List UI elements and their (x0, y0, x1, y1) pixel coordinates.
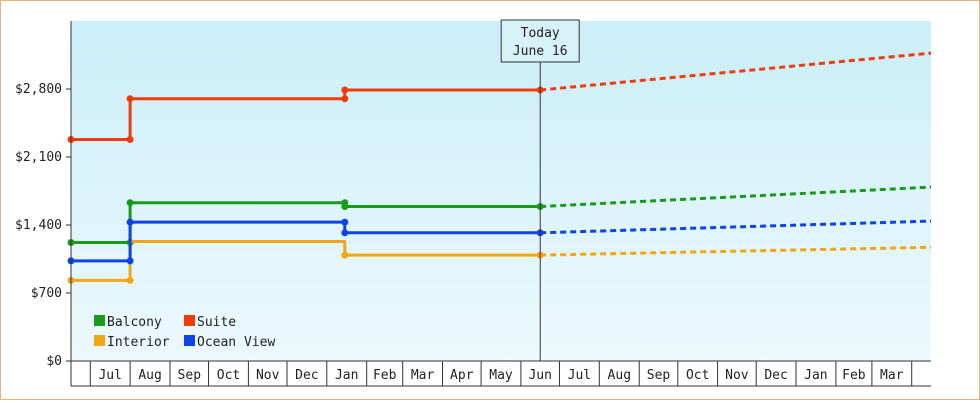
y-tick-label: $2,800 (15, 82, 62, 97)
today-label-box (500, 19, 580, 63)
x-tick-label: Jun (528, 368, 551, 383)
x-tick-label: Dec (295, 368, 318, 383)
legend-label-ocean-view[interactable]: Ocean View (197, 335, 275, 350)
data-point-suite[interactable] (126, 136, 134, 143)
x-tick-label: Apr (450, 368, 474, 383)
data-point-balcony[interactable] (126, 199, 134, 207)
forecast-line-interior (540, 245, 932, 257)
data-point-ocean-view[interactable] (126, 218, 134, 226)
x-tick-label: Jul (568, 368, 591, 383)
x-tick-label: Nov (725, 368, 749, 383)
x-tick-label: Oct (217, 368, 240, 383)
series-line-interior (71, 240, 541, 282)
x-tick-label: Jan (335, 368, 358, 383)
x-tick-label: Sep (647, 368, 671, 383)
x-tick-label: Feb (842, 368, 866, 383)
x-tick-label: Mar (880, 368, 904, 383)
legend-swatch-balcony (94, 315, 105, 326)
x-tick-label: Sep (178, 368, 202, 383)
series-line-balcony (71, 201, 541, 244)
y-tick-label: $0 (46, 354, 62, 369)
series-layer (67, 51, 932, 284)
today-label: Today (521, 26, 560, 41)
today-date-label: June 16 (513, 44, 568, 59)
data-point-ocean-view[interactable] (126, 257, 134, 265)
plot-area (71, 21, 931, 361)
legend-swatch-interior (94, 335, 105, 346)
y-tick-label: $1,400 (15, 218, 62, 233)
data-point-suite[interactable] (341, 95, 349, 103)
series-ocean-view (67, 218, 932, 265)
legend-label-suite[interactable]: Suite (197, 315, 236, 330)
legend-label-interior[interactable]: Interior (107, 335, 170, 350)
y-tick-label: $2,100 (15, 150, 62, 165)
data-point-balcony[interactable] (341, 203, 349, 210)
axes-layer: $0 $700 $1,400 $2,100 $2,800 Jul Aug Sep Oct Nov D… (15, 21, 931, 387)
series-line-suite (71, 88, 541, 141)
data-point-interior[interactable] (341, 251, 349, 259)
x-tick-label: Nov (256, 368, 280, 383)
x-tick-label: Jul (98, 368, 121, 383)
x-tick-label: Dec (764, 368, 787, 383)
x-tick-label: Feb (373, 368, 397, 383)
x-tick-label: Aug (608, 368, 631, 383)
legend-label-balcony[interactable]: Balcony (107, 315, 162, 330)
series-line-ocean-view (71, 220, 541, 263)
legend-swatch-suite (184, 315, 195, 326)
legend: Balcony Suite Interior Ocean View (94, 315, 275, 350)
x-tick-label: May (489, 368, 513, 383)
x-tick-label: Aug (138, 368, 161, 383)
data-point-ocean-view[interactable] (341, 229, 349, 237)
x-tick-label: Jan (804, 368, 827, 383)
forecast-line-balcony (540, 185, 932, 208)
data-point-ocean-view[interactable] (341, 218, 349, 226)
forecast-line-ocean-view (540, 219, 932, 235)
legend-swatch-ocean-view (184, 335, 195, 346)
x-tick-label: Oct (686, 368, 709, 383)
today-layer: Today June 16 (500, 19, 580, 361)
data-point-interior[interactable] (126, 276, 134, 284)
x-tick-label: Mar (411, 368, 435, 383)
series-suite (67, 51, 932, 143)
y-tick-label: $700 (31, 286, 62, 301)
data-point-suite[interactable] (126, 95, 134, 103)
forecast-line-suite (540, 51, 932, 92)
data-point-suite[interactable] (341, 86, 349, 94)
